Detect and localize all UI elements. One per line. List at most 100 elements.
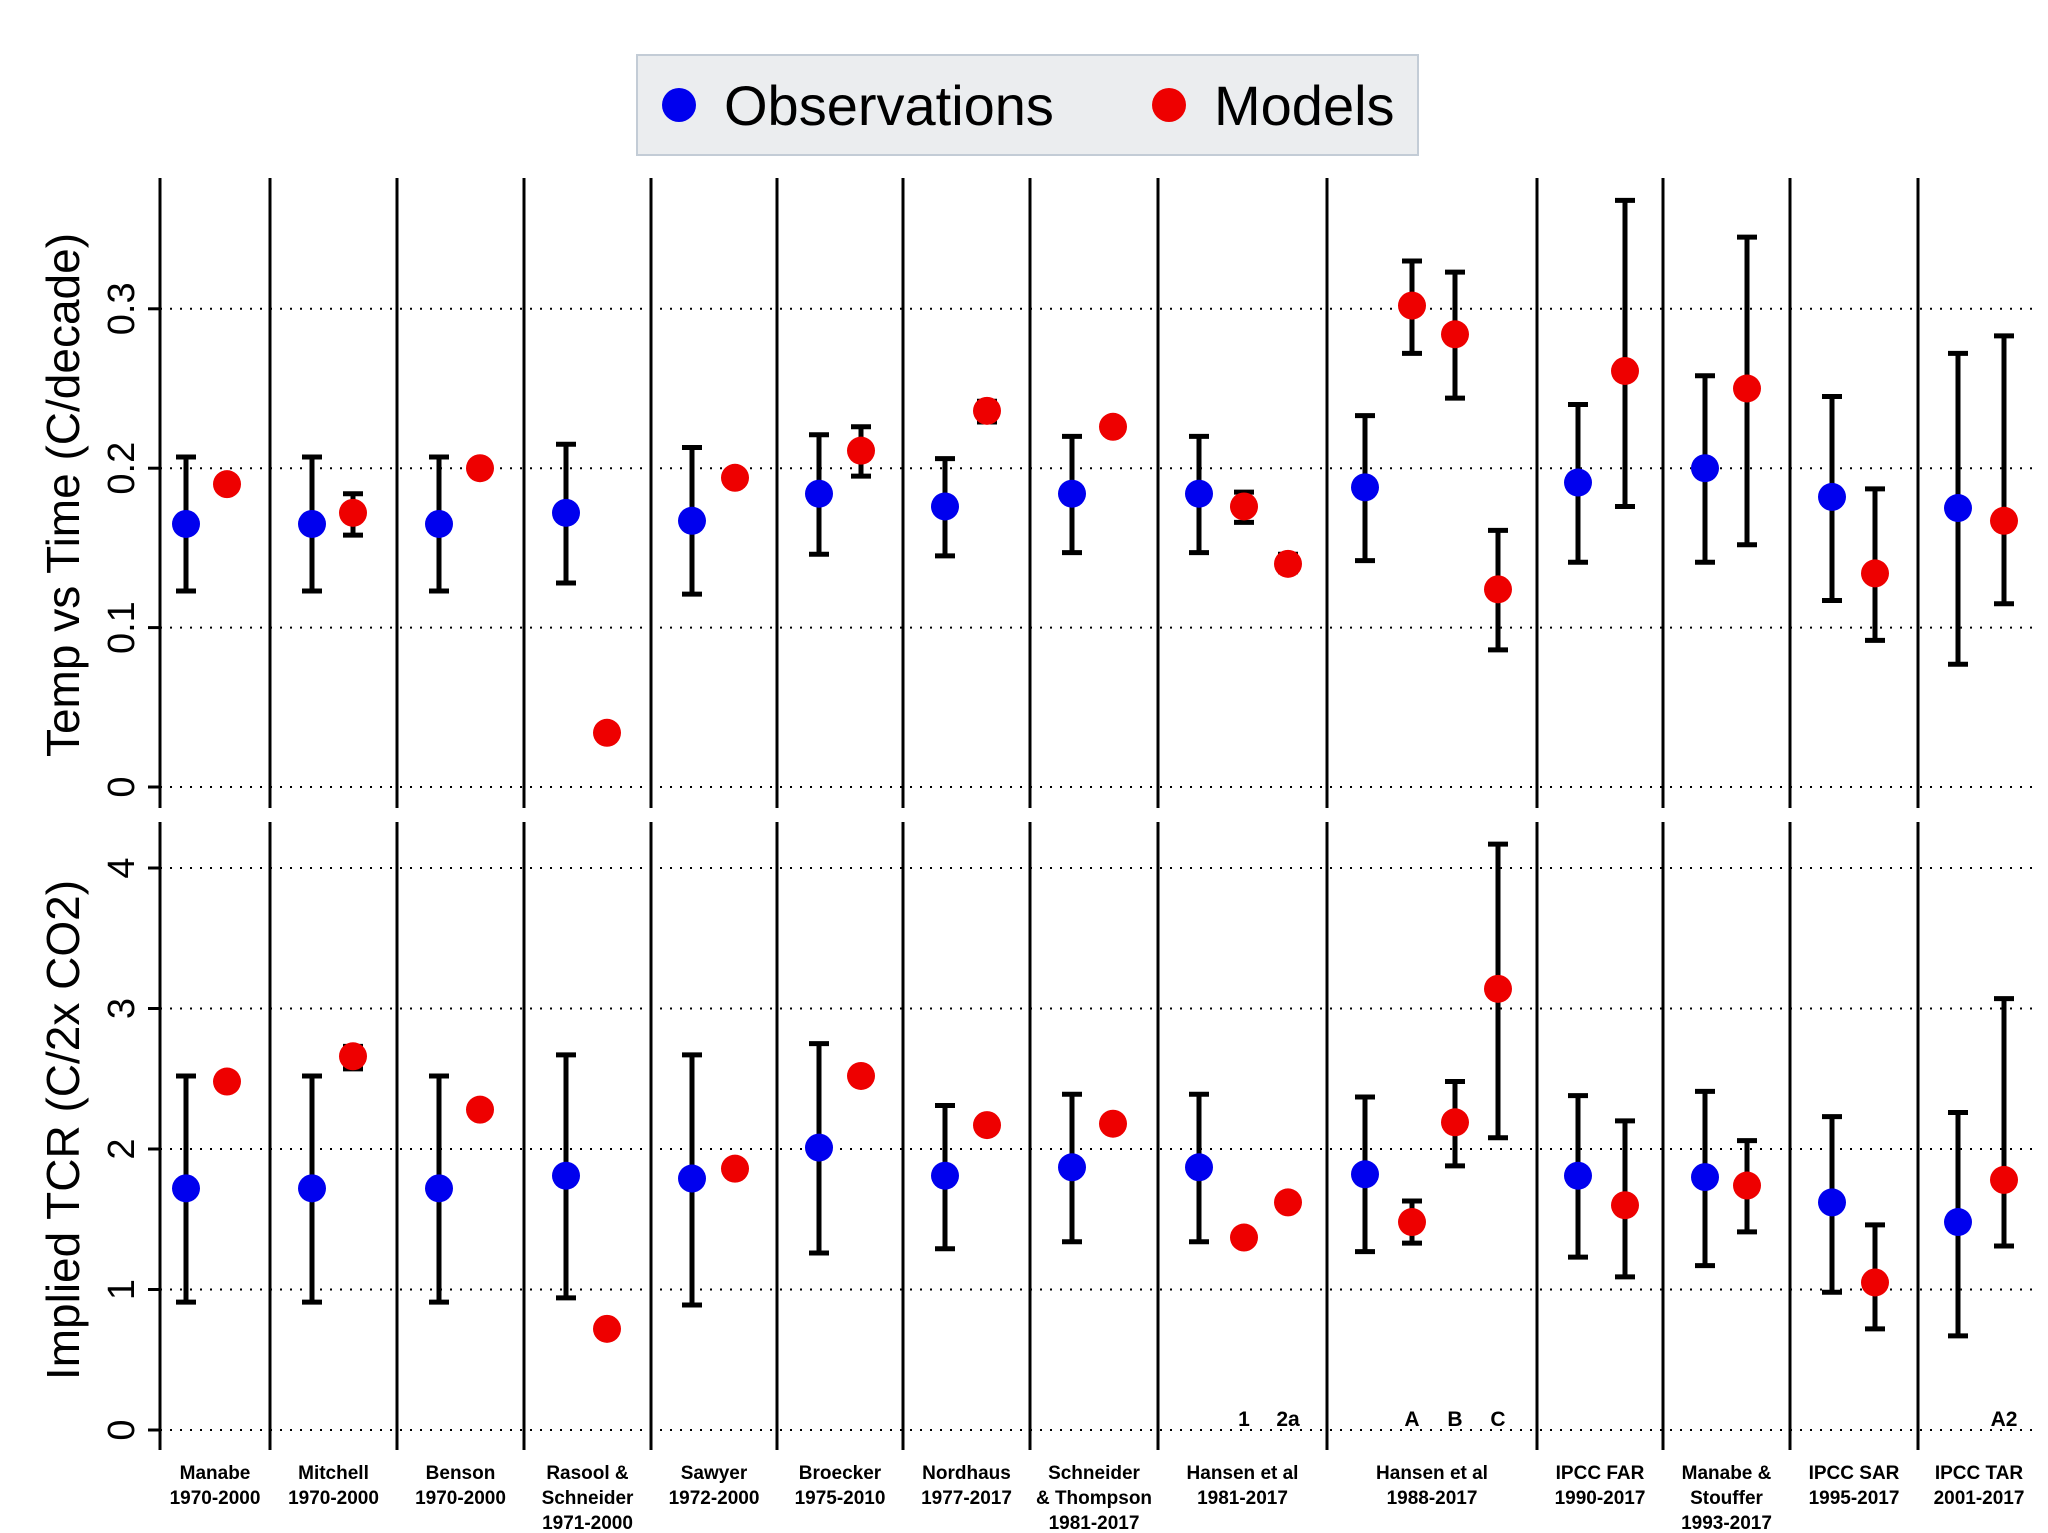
model-point	[1441, 1108, 1469, 1137]
group-label: 1971-2000	[542, 1513, 633, 1533]
model-point	[1484, 575, 1512, 604]
group-label: 1993-2017	[1681, 1513, 1772, 1533]
group-label: 1995-2017	[1809, 1488, 1900, 1509]
model-point	[973, 396, 1001, 425]
group-label: Benson	[426, 1463, 496, 1484]
model-point	[847, 1061, 875, 1090]
model-point	[339, 498, 367, 527]
model-point	[1484, 974, 1512, 1003]
legend-item-observations: Observations	[662, 56, 1054, 154]
legend-models-label: Models	[1214, 73, 1395, 137]
y-tick-label: 0.1	[101, 601, 143, 654]
group-label: Hansen et al	[1187, 1463, 1299, 1484]
observation-point	[931, 1161, 959, 1190]
top-panel: 0 0.1 0.2 0.3	[101, 178, 2040, 808]
scenario-label: 2a	[1276, 1408, 1300, 1431]
model-point	[593, 1314, 621, 1343]
scenario-label: 1	[1238, 1408, 1250, 1431]
observation-point	[1691, 454, 1719, 483]
observation-point	[1818, 1188, 1846, 1217]
observation-point	[552, 498, 580, 527]
group-label: Schneider	[1048, 1463, 1140, 1484]
group-label: IPCC TAR	[1935, 1463, 2024, 1484]
model-point	[1230, 492, 1258, 521]
model-point	[1733, 374, 1761, 403]
observation-point	[1564, 1161, 1592, 1190]
group-label: 1972-2000	[669, 1488, 760, 1509]
group-label: 1970-2000	[170, 1488, 261, 1509]
model-point	[847, 436, 875, 465]
observation-point	[172, 1174, 200, 1203]
observation-point	[1058, 1153, 1086, 1182]
group-label: 1970-2000	[288, 1488, 379, 1509]
group-label: 2001-2017	[1934, 1488, 2025, 1509]
model-point	[1861, 1268, 1889, 1297]
observation-point	[1944, 494, 1972, 523]
group-label: & Thompson	[1036, 1488, 1152, 1509]
observation-point	[1351, 1160, 1379, 1189]
observation-point	[1058, 479, 1086, 508]
group-label: Hansen et al	[1376, 1463, 1488, 1484]
group-label: 1975-2010	[795, 1488, 886, 1509]
model-point	[213, 470, 241, 499]
y-tick-label: 3	[101, 998, 143, 1019]
y-tick-label: 1	[101, 1279, 143, 1300]
observation-point	[678, 506, 706, 535]
model-point	[1990, 1165, 2018, 1194]
group-label: Manabe &	[1682, 1463, 1772, 1484]
group-label: Rasool &	[546, 1463, 629, 1484]
observation-point	[1944, 1208, 1972, 1237]
legend-observations-marker	[662, 88, 696, 122]
model-point	[466, 1095, 494, 1124]
bottom-panel: 0 1 2 3 4	[101, 822, 2040, 1450]
model-point	[1274, 549, 1302, 578]
model-point	[1398, 1208, 1426, 1237]
observation-point	[1351, 473, 1379, 502]
group-label: Sawyer	[681, 1463, 748, 1484]
model-point	[1398, 291, 1426, 320]
scenario-label: A2	[1991, 1408, 2018, 1431]
observation-point	[1691, 1163, 1719, 1192]
model-point	[1611, 356, 1639, 385]
scenario-label: B	[1447, 1408, 1462, 1431]
observation-point	[1185, 1153, 1213, 1182]
group-label: 1988-2017	[1387, 1488, 1478, 1509]
y-tick-label: 2	[101, 1138, 143, 1159]
model-point	[721, 463, 749, 492]
model-point	[213, 1067, 241, 1096]
y-tick-label: 0	[101, 776, 143, 797]
group-label: Mitchell	[298, 1463, 369, 1484]
model-point	[1611, 1191, 1639, 1220]
group-label: 1981-2017	[1049, 1513, 1140, 1533]
observation-point	[805, 1133, 833, 1162]
group-label: Broecker	[799, 1463, 882, 1484]
observation-point	[1564, 468, 1592, 497]
scenario-label: A	[1404, 1408, 1419, 1431]
legend: Observations Models	[636, 54, 1419, 156]
observation-point	[1818, 482, 1846, 511]
group-label: 1977-2017	[921, 1488, 1012, 1509]
group-label: IPCC SAR	[1809, 1463, 1900, 1484]
model-point	[1990, 506, 2018, 535]
scenario-label: C	[1490, 1408, 1505, 1431]
model-point	[339, 1042, 367, 1071]
model-point	[1099, 412, 1127, 441]
group-label: Nordhaus	[922, 1463, 1011, 1484]
observation-point	[425, 509, 453, 538]
observation-point	[425, 1174, 453, 1203]
observation-point	[552, 1161, 580, 1190]
group-label: 1970-2000	[415, 1488, 506, 1509]
y-tick-label: 0	[101, 1419, 143, 1440]
observation-point	[678, 1164, 706, 1193]
model-point	[973, 1111, 1001, 1140]
model-point	[721, 1154, 749, 1183]
observation-point	[1185, 479, 1213, 508]
legend-item-models: Models	[1152, 56, 1395, 154]
bottom-y-axis-label: Implied TCR (C/2x CO2)	[37, 879, 89, 1381]
group-label: Manabe	[180, 1463, 251, 1484]
legend-observations-label: Observations	[724, 73, 1054, 137]
legend-models-marker	[1152, 88, 1186, 122]
observation-point	[805, 479, 833, 508]
top-y-axis-label: Temp vs Time (C/decade)	[37, 232, 89, 758]
